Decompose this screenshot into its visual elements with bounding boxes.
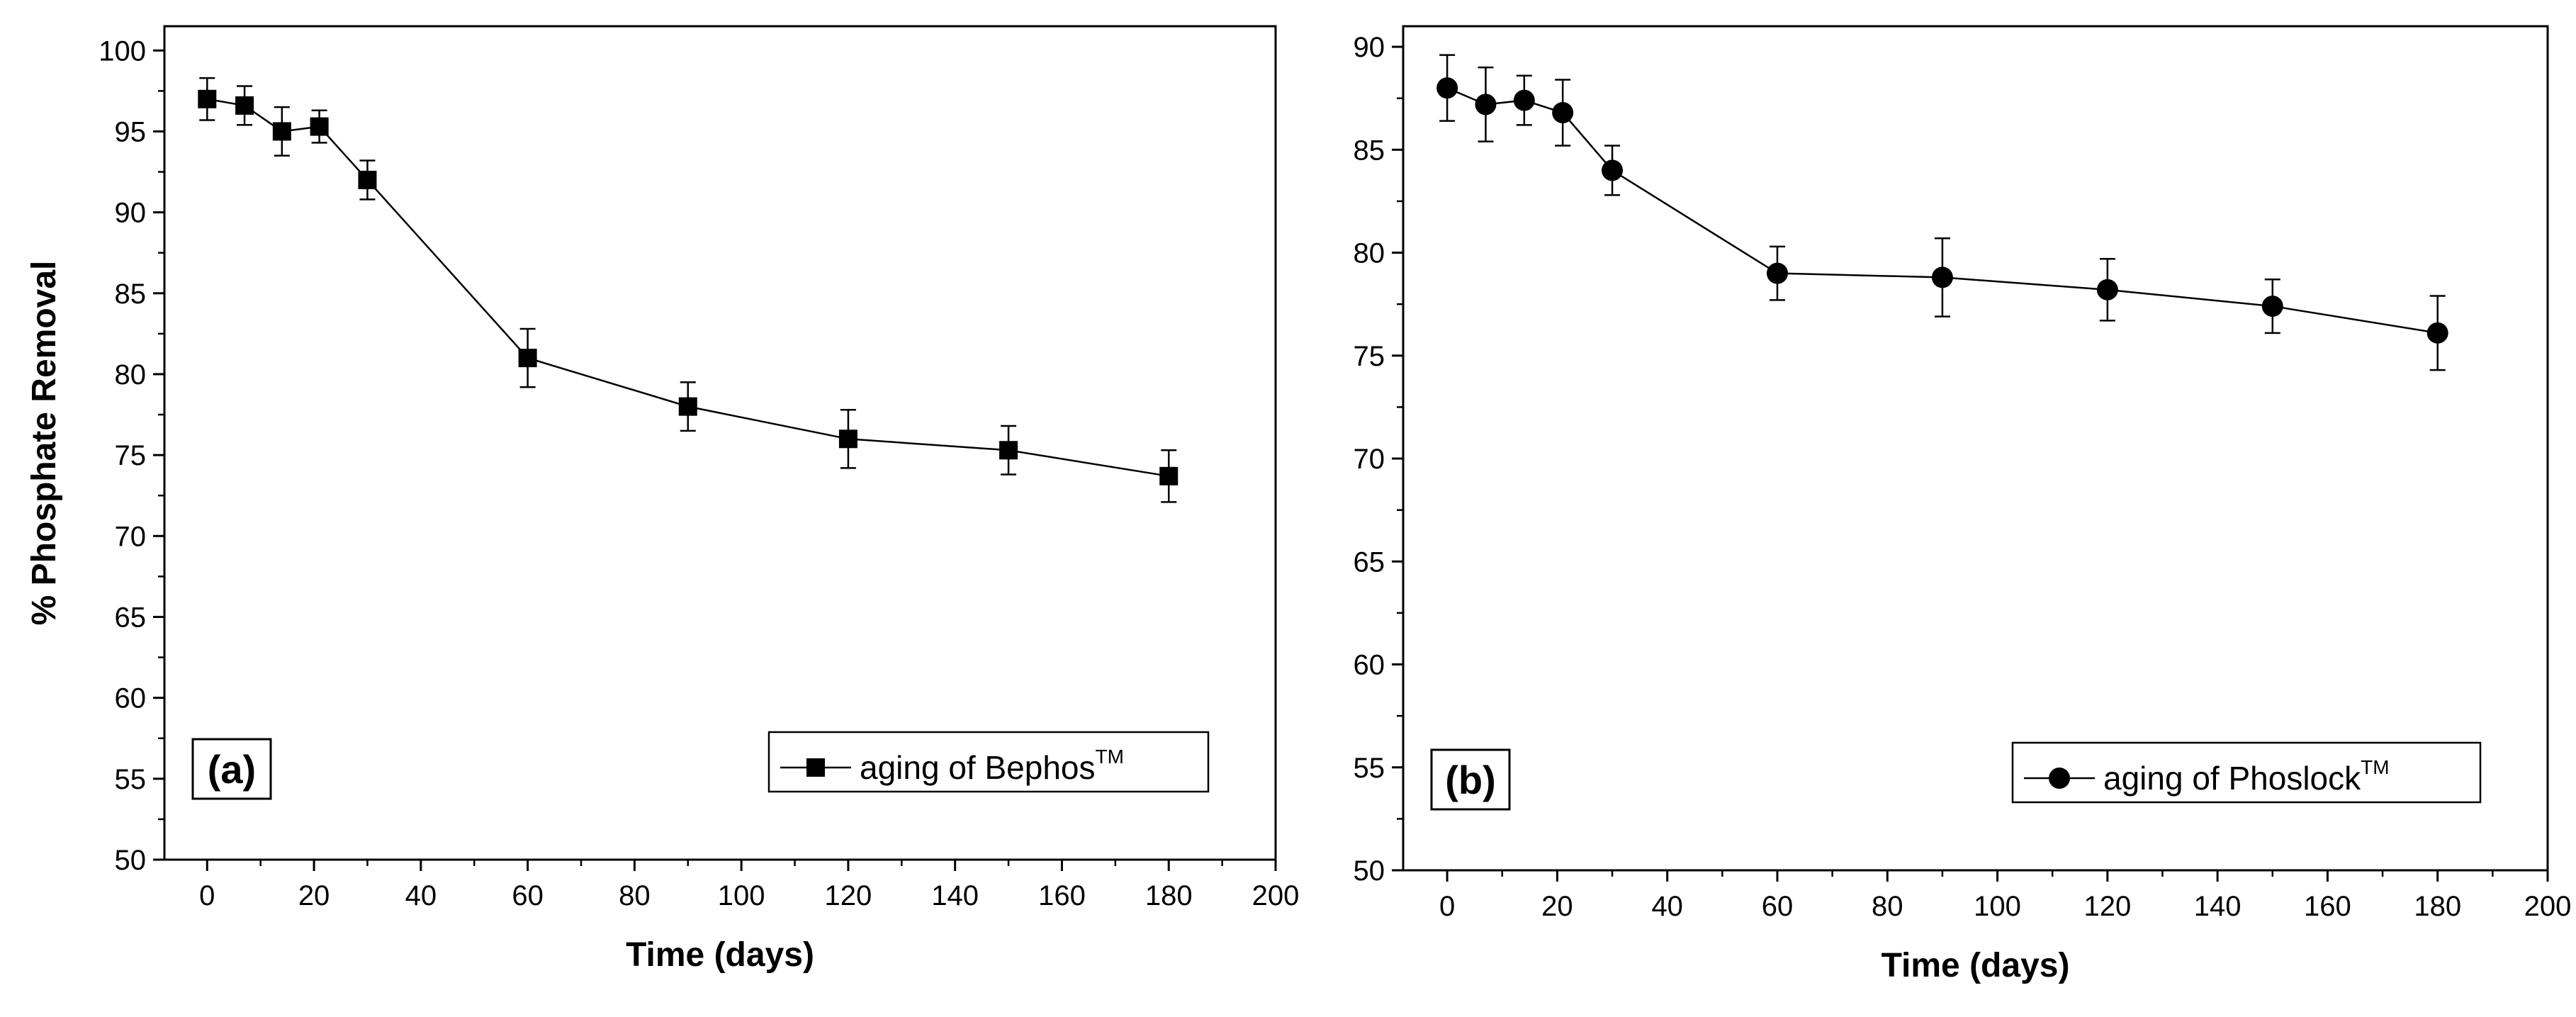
x-tick-label: 80 [1872, 891, 1903, 922]
panel-label: (a) [208, 747, 256, 792]
y-axis-title: % Phosphate Removal [26, 261, 63, 626]
legend-box [767, 731, 1210, 793]
x-tick-label: 0 [199, 880, 215, 911]
data-point-circle [2426, 322, 2448, 344]
x-tick-label: 60 [512, 880, 544, 911]
y-tick-label: 65 [115, 602, 147, 633]
y-tick-label: 90 [115, 198, 147, 229]
y-tick-label: 70 [115, 521, 147, 552]
y-tick-label: 55 [115, 764, 147, 795]
x-tick-label: 0 [1439, 891, 1455, 922]
legend-key-marker [806, 758, 825, 777]
panel-label-box [1430, 748, 1511, 811]
y-tick-label: 80 [115, 359, 147, 390]
x-tick-label: 40 [405, 880, 437, 911]
data-point-square [678, 397, 697, 416]
x-tick-label: 20 [298, 880, 330, 911]
x-tick-label: 160 [2304, 891, 2351, 922]
legend-label: aging of BephosTM [860, 746, 1124, 786]
legend-label-text: aging of Bephos [860, 749, 1096, 786]
data-point-circle [1766, 262, 1788, 284]
y-tick-label: 80 [1354, 238, 1385, 269]
y-tick-label: 60 [1354, 650, 1385, 681]
y-tick-label: 100 [99, 35, 146, 67]
panel-label: (b) [1445, 758, 1496, 802]
data-point-circle [1602, 159, 1624, 181]
y-tick-label: 65 [1354, 546, 1385, 578]
y-tick-label: 60 [115, 683, 147, 714]
x-axis-title: Time (days) [1882, 947, 2070, 984]
x-tick-label: 100 [1974, 891, 2021, 922]
x-tick-label: 140 [2194, 891, 2242, 922]
y-tick-label: 50 [1354, 855, 1385, 887]
y-tick-label: 95 [115, 116, 147, 147]
data-point-circle [1475, 94, 1497, 116]
chart-panel-b: 0 20 40 60 80 100 120 140 160 180 200 50 55 60 65 70 75 8… [1354, 25, 2572, 984]
legend-key-marker [2049, 768, 2070, 789]
data-point-square [310, 117, 329, 136]
plot-frame [1402, 25, 2549, 872]
plot-frame [163, 25, 1277, 861]
x-axis-title: Time (days) [626, 936, 814, 974]
series-line [1446, 86, 2438, 335]
legend-label: aging of PhoslockTM [2103, 756, 2390, 797]
data-point-circle [1436, 77, 1458, 99]
data-point-square [838, 429, 857, 449]
data-point-circle [1552, 102, 1574, 124]
x-tick-label: 200 [2524, 891, 2572, 922]
data-point-square [272, 122, 291, 141]
data-point-square [518, 349, 537, 368]
chart-panel-a: 0 20 40 60 80 100 120 140 160 180 200 50 55 60 65 70 75 8… [26, 25, 1300, 974]
data-point-square [1159, 466, 1179, 485]
data-point-circle [1931, 266, 1953, 288]
series-line [207, 98, 1169, 478]
x-tick-label: 200 [1252, 880, 1300, 911]
y-tick-label: 85 [1354, 135, 1385, 166]
x-tick-label: 60 [1762, 891, 1794, 922]
y-tick-label: 50 [115, 845, 147, 876]
y-tick-label: 75 [1354, 341, 1385, 372]
data-point-square [198, 89, 217, 108]
data-point-square [235, 96, 254, 115]
x-tick-label: 140 [931, 880, 979, 911]
x-tick-label: 180 [1145, 880, 1193, 911]
x-tick-label: 100 [718, 880, 765, 911]
data-point-circle [2261, 296, 2283, 318]
x-tick-label: 40 [1651, 891, 1683, 922]
x-tick-label: 80 [619, 880, 651, 911]
x-tick-label: 20 [1541, 891, 1573, 922]
data-point-square [358, 170, 377, 189]
x-tick-label: 180 [2414, 891, 2461, 922]
y-tick-label: 85 [115, 279, 147, 310]
data-point-square [999, 441, 1018, 460]
legend-label-text: aging of Phoslock [2103, 760, 2361, 797]
y-tick-label: 90 [1354, 32, 1385, 63]
y-tick-label: 55 [1354, 753, 1385, 784]
x-tick-label: 160 [1038, 880, 1086, 911]
data-point-circle [1513, 89, 1535, 111]
legend-label-superscript: TM [1096, 746, 1124, 768]
legend-label-superscript: TM [2361, 756, 2389, 778]
y-tick-label: 75 [115, 440, 147, 471]
data-point-circle [2096, 279, 2118, 300]
panel-label-box [191, 738, 272, 800]
y-tick-label: 70 [1354, 444, 1385, 475]
legend-box [2011, 741, 2482, 804]
x-tick-label: 120 [2083, 891, 2131, 922]
x-tick-label: 120 [825, 880, 872, 911]
